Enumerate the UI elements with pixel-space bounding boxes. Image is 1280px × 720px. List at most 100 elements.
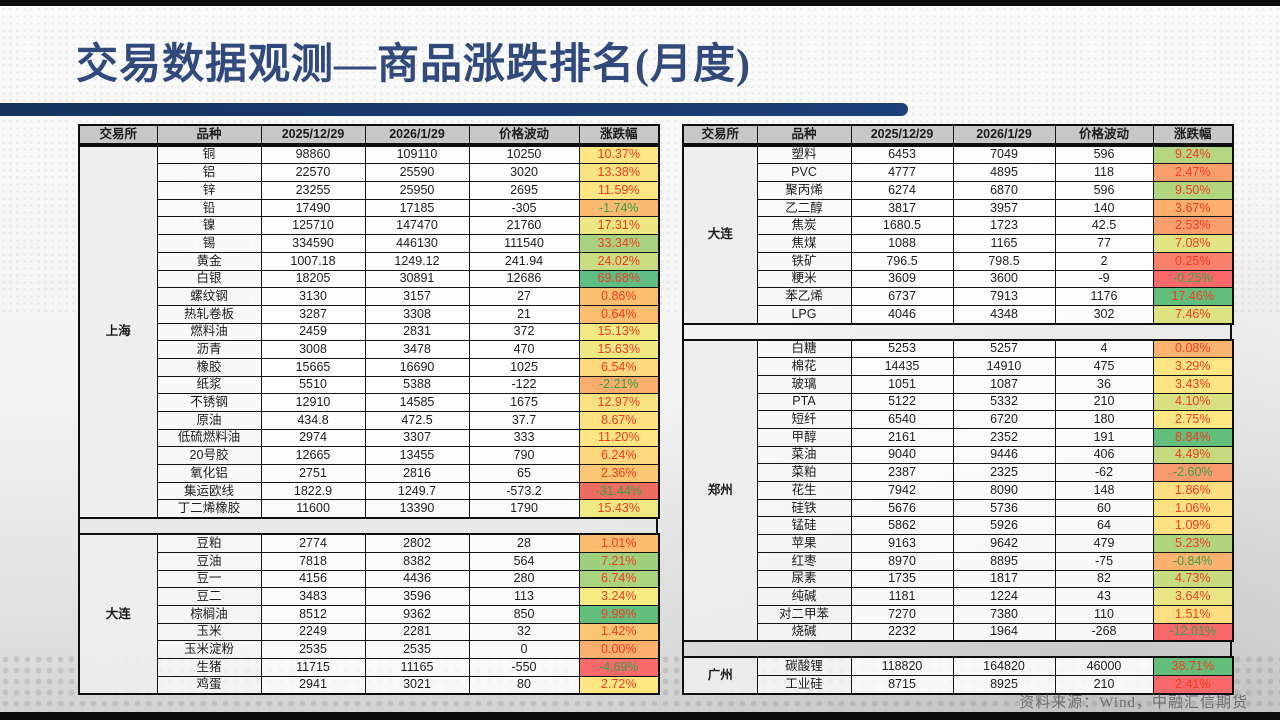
- variety-cell: 氧化铝: [156, 464, 262, 483]
- table-row: 白银 18205 30891 12686 69.68%: [79, 269, 660, 289]
- price-change-cell: 2: [1054, 251, 1154, 271]
- price-start-cell: 3130: [260, 287, 366, 306]
- price-start-cell: 2774: [260, 533, 366, 553]
- price-end-cell: 25590: [364, 163, 470, 183]
- exchange-cell: 大连: [682, 145, 758, 325]
- price-end-cell: 5926: [952, 516, 1056, 536]
- price-end-cell: 3307: [364, 428, 470, 448]
- price-end-cell: 17185: [364, 198, 470, 218]
- variety-cell: 纸浆: [156, 375, 262, 395]
- pct-change-cell: 2.72%: [578, 675, 660, 695]
- table-row: LPG 4046 4348 302 7.46%: [683, 304, 1234, 325]
- price-change-cell: 65: [468, 464, 580, 483]
- price-start-cell: 1051: [850, 374, 954, 394]
- pct-change-cell: 4.49%: [1152, 445, 1234, 465]
- table-row: 红枣 8970 8895 -75 -0.84%: [683, 551, 1234, 571]
- table-row: 豆一 4156 4436 280 6.74%: [79, 569, 660, 589]
- price-start-cell: 5253: [850, 339, 954, 359]
- table-row: 集运欧线 1822.9 1249.7 -573.2 -31.44%: [79, 481, 660, 501]
- table-row: 铁矿 796.5 798.5 2 0.25%: [683, 251, 1234, 271]
- pct-change-cell: -0.25%: [1152, 269, 1234, 289]
- price-start-cell: 18205: [260, 269, 366, 289]
- price-start-cell: 7270: [850, 604, 954, 624]
- variety-cell: 白糖: [756, 339, 852, 359]
- price-start-cell: 2232: [850, 622, 954, 642]
- variety-cell: 菜粕: [756, 463, 852, 483]
- pct-change-cell: 1.42%: [578, 622, 660, 642]
- price-change-cell: -75: [1054, 551, 1154, 571]
- table-row: 玻璃 1051 1087 36 3.43%: [683, 374, 1234, 394]
- table-row: PTA 5122 5332 210 4.10%: [683, 392, 1234, 412]
- pct-change-cell: 10.37%: [578, 145, 660, 165]
- price-change-cell: 475: [1054, 357, 1154, 376]
- pct-change-cell: 69.68%: [578, 269, 660, 289]
- pct-change-cell: -0.84%: [1152, 551, 1234, 571]
- table-row: 铅 17490 17185 -305 -1.74%: [79, 198, 660, 218]
- column-header: 涨跌幅: [1152, 124, 1234, 145]
- price-change-cell: 333: [468, 428, 580, 448]
- variety-cell: 豆油: [156, 551, 262, 571]
- price-start-cell: 3609: [850, 269, 954, 289]
- table-row: 镍 125710 147470 21760 17.31%: [79, 216, 660, 236]
- variety-cell: 烧碱: [756, 622, 852, 642]
- price-start-cell: 796.5: [850, 251, 954, 271]
- price-end-cell: 2816: [364, 464, 470, 483]
- price-end-cell: 4436: [364, 569, 470, 589]
- pct-change-cell: -2.60%: [1152, 463, 1234, 483]
- price-change-cell: 4: [1054, 339, 1154, 359]
- variety-cell: 鸡蛋: [156, 675, 262, 695]
- price-end-cell: 1249.12: [364, 251, 470, 271]
- column-header: 2025/12/29: [850, 124, 954, 145]
- pct-change-cell: 2.41%: [1152, 674, 1234, 695]
- pct-change-cell: -12.01%: [1152, 622, 1234, 642]
- table-row: PVC 4777 4895 118 2.47%: [683, 163, 1234, 183]
- variety-cell: 短纤: [756, 410, 852, 429]
- price-change-cell: 850: [468, 604, 580, 624]
- price-change-cell: 27: [468, 287, 580, 306]
- price-start-cell: 6274: [850, 181, 954, 200]
- variety-cell: 铜: [156, 145, 262, 165]
- table-row: 豆二 3483 3596 113 3.24%: [79, 587, 660, 606]
- price-change-cell: 372: [468, 322, 580, 342]
- table-row: 烧碱 2232 1964 -268 -12.01%: [683, 622, 1234, 642]
- price-change-cell: 46000: [1054, 656, 1154, 676]
- variety-cell: 20号胶: [156, 446, 262, 466]
- price-start-cell: 9163: [850, 534, 954, 553]
- pct-change-cell: 2.47%: [1152, 163, 1234, 183]
- table-row: 铝 22570 25590 3020 13.38%: [79, 163, 660, 183]
- price-change-cell: 302: [1054, 304, 1154, 325]
- price-start-cell: 23255: [260, 181, 366, 200]
- price-change-cell: 596: [1054, 181, 1154, 200]
- pct-change-cell: 15.13%: [578, 322, 660, 342]
- pct-change-cell: -1.74%: [578, 198, 660, 218]
- pct-change-cell: 0.08%: [1152, 339, 1234, 359]
- pct-change-cell: 5.23%: [1152, 534, 1234, 553]
- pct-change-cell: -4.69%: [578, 657, 660, 677]
- price-start-cell: 3817: [850, 198, 954, 218]
- price-start-cell: 118820: [850, 656, 954, 676]
- variety-cell: 锡: [156, 234, 262, 253]
- variety-cell: 铅: [156, 198, 262, 218]
- price-start-cell: 2161: [850, 428, 954, 447]
- table-row: 玉米淀粉 2535 2535 0 0.00%: [79, 640, 660, 659]
- price-end-cell: 147470: [364, 216, 470, 236]
- title-underline-bar: [0, 103, 908, 116]
- price-start-cell: 1007.18: [260, 251, 366, 271]
- variety-cell: 锌: [156, 181, 262, 200]
- price-change-cell: 140: [1054, 198, 1154, 218]
- price-change-cell: 37.7: [468, 411, 580, 430]
- variety-cell: 甲醇: [756, 428, 852, 447]
- price-change-cell: -573.2: [468, 481, 580, 501]
- price-change-cell: 10250: [468, 145, 580, 165]
- price-end-cell: 14910: [952, 357, 1056, 376]
- price-change-cell: 148: [1054, 481, 1154, 500]
- price-end-cell: 109110: [364, 145, 470, 165]
- price-change-cell: 790: [468, 446, 580, 466]
- table-row: 聚丙烯 6274 6870 596 9.50%: [683, 181, 1234, 200]
- price-start-cell: 98860: [260, 145, 366, 165]
- price-start-cell: 15665: [260, 357, 366, 377]
- price-change-cell: 32: [468, 622, 580, 642]
- variety-cell: 工业硅: [756, 674, 852, 695]
- price-end-cell: 11165: [364, 657, 470, 677]
- pct-change-cell: 2.53%: [1152, 216, 1234, 236]
